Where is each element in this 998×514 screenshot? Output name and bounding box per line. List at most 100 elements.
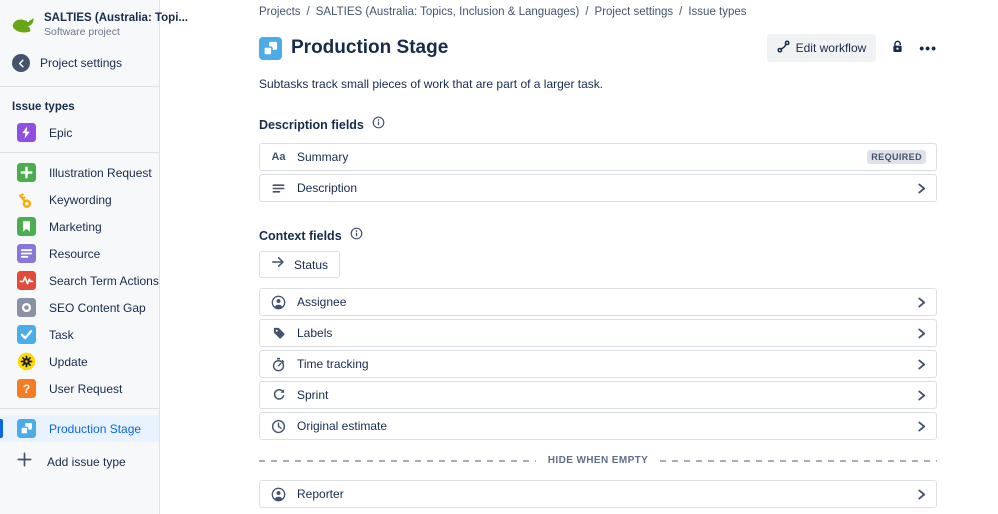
sidebar-item-label: Epic (49, 125, 73, 140)
back-label: Project settings (40, 56, 123, 70)
breadcrumb-project[interactable]: SALTIES (Australia: Topics, Inclusion & … (315, 6, 580, 18)
align-left-icon (270, 181, 287, 196)
field-label: Description (297, 181, 358, 195)
key-icon (17, 190, 36, 209)
back-to-project-settings[interactable]: Project settings (0, 46, 159, 80)
chevron-right-icon (917, 328, 926, 339)
add-issue-type-label: Add issue type (47, 455, 126, 469)
field-row-reporter[interactable]: Reporter (259, 480, 937, 508)
plus-icon (15, 450, 34, 474)
main-content: Projects / SALTIES (Australia: Topics, I… (160, 0, 998, 514)
field-label: Sprint (297, 388, 329, 402)
field-row-labels[interactable]: Labels (259, 319, 937, 347)
breadcrumb: Projects / SALTIES (Australia: Topics, I… (259, 6, 937, 18)
chevron-right-icon (917, 489, 926, 500)
field-row-summary[interactable]: Aa Summary REQUIRED (259, 143, 937, 171)
project-name: SALTIES (Australia: Topi... (44, 12, 188, 24)
sidebar-item-label: Illustration Request (49, 165, 152, 180)
sprint-icon (270, 388, 287, 402)
gear-badge-icon (17, 352, 36, 371)
sidebar-item-seo-content-gap[interactable]: SEO Content Gap (0, 294, 159, 321)
sidebar-divider (0, 152, 159, 153)
breadcrumb-issue-types[interactable]: Issue types (688, 6, 747, 18)
arrow-right-icon (271, 255, 285, 274)
sidebar-item-search-term-actions[interactable]: Search Term Actions (0, 267, 159, 294)
check-icon (17, 325, 36, 344)
sidebar-item-label: Update (49, 354, 88, 369)
circle-icon (17, 298, 36, 317)
project-type: Software project (44, 26, 120, 38)
add-issue-type-button[interactable]: Add issue type (0, 442, 159, 482)
sidebar-item-label: Marketing (49, 219, 102, 234)
sidebar-item-label: Task (49, 327, 74, 342)
status-chip[interactable]: Status (259, 251, 341, 278)
field-label: Summary (297, 150, 349, 164)
field-row-sprint[interactable]: Sprint (259, 381, 937, 409)
breadcrumb-project-settings[interactable]: Project settings (594, 6, 674, 18)
bookmark-icon (17, 217, 36, 236)
chevron-right-icon (917, 359, 926, 370)
dashed-line (660, 459, 938, 462)
section-title: Context fields (259, 229, 342, 243)
sidebar-item-keywording[interactable]: Keywording (0, 186, 159, 213)
context-fields-header: Context fields (259, 227, 937, 245)
description-fields-header: Description fields (259, 116, 937, 134)
sidebar-item-label: Production Stage (49, 421, 142, 436)
required-badge: REQUIRED (867, 150, 926, 164)
unlock-icon (890, 39, 905, 57)
breadcrumb-separator: / (306, 6, 310, 18)
lock-button[interactable] (890, 39, 905, 57)
page-title: Production Stage (291, 37, 449, 58)
field-label: Assignee (297, 295, 347, 309)
field-row-description[interactable]: Description (259, 174, 937, 202)
page-subtitle: Subtasks track small pieces of work that… (259, 77, 604, 91)
breadcrumb-separator: / (585, 6, 589, 18)
sidebar-item-label: Keywording (49, 192, 112, 207)
chevron-right-icon (917, 297, 926, 308)
sidebar-item-label: SEO Content Gap (49, 300, 146, 315)
document-lines-icon (17, 244, 36, 263)
hide-when-empty-label: HIDE WHEN EMPTY (547, 455, 649, 466)
sidebar-item-user-request[interactable]: ? User Request (0, 375, 159, 402)
field-row-time-tracking[interactable]: Time tracking (259, 350, 937, 378)
issue-types-heading: Issue types (12, 101, 75, 113)
chevron-right-icon (917, 390, 926, 401)
subtask-icon (17, 419, 36, 438)
stopwatch-icon (270, 357, 287, 372)
info-icon[interactable] (372, 116, 385, 134)
pulse-icon (17, 271, 36, 290)
svg-text:?: ? (23, 382, 31, 396)
project-logo-crocodile-icon (10, 12, 36, 38)
field-label: Labels (297, 326, 333, 340)
more-menu-button[interactable]: ••• (919, 40, 937, 56)
project-header[interactable]: SALTIES (Australia: Topi... Software pro… (0, 8, 188, 46)
sidebar-item-label: User Request (49, 381, 123, 396)
clock-icon (270, 419, 287, 434)
info-icon[interactable] (350, 227, 363, 245)
sidebar-item-label: Resource (49, 246, 101, 261)
page-header: Production Stage Edit workflow (259, 34, 937, 62)
epic-icon (17, 123, 36, 142)
edit-workflow-button[interactable]: Edit workflow (766, 34, 877, 62)
section-title: Description fields (259, 118, 364, 132)
tag-icon (270, 326, 287, 340)
field-row-original-estimate[interactable]: Original estimate (259, 412, 937, 440)
hide-when-empty-divider: HIDE WHEN EMPTY (259, 455, 938, 466)
text-field-icon: Aa (271, 151, 286, 163)
sidebar-divider (0, 86, 159, 87)
sidebar-item-marketing[interactable]: Marketing (0, 213, 159, 240)
sidebar-item-update[interactable]: Update (0, 348, 159, 375)
field-row-assignee[interactable]: Assignee (259, 288, 937, 316)
sidebar-divider (0, 408, 159, 409)
sidebar-item-illustration-request[interactable]: Illustration Request (0, 159, 159, 186)
sidebar-item-task[interactable]: Task (0, 321, 159, 348)
selected-indicator (0, 419, 3, 438)
breadcrumb-projects[interactable]: Projects (259, 6, 301, 18)
sidebar-item-resource[interactable]: Resource (0, 240, 159, 267)
plus-icon (17, 163, 36, 182)
edit-workflow-label: Edit workflow (795, 41, 867, 55)
field-label: Time tracking (297, 357, 369, 371)
sidebar-item-production-stage[interactable]: Production Stage (0, 415, 159, 442)
sidebar-item-epic[interactable]: Epic (0, 119, 159, 146)
